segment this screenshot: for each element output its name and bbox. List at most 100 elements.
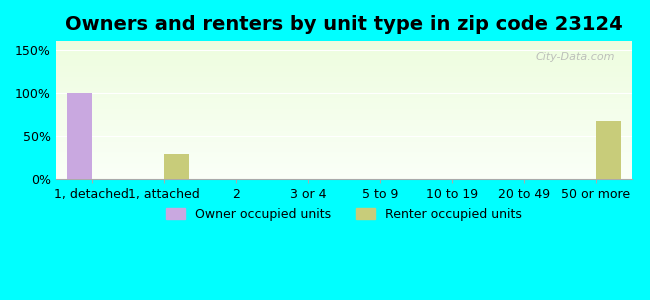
Bar	[56, 56, 632, 58]
Bar	[56, 79, 632, 80]
Bar	[56, 163, 632, 164]
Bar	[56, 103, 632, 105]
Bar	[56, 134, 632, 135]
Text: City-Data.com: City-Data.com	[535, 52, 615, 62]
Bar	[56, 66, 632, 68]
Bar	[56, 74, 632, 76]
Bar	[66, 93, 92, 179]
Bar	[56, 136, 632, 138]
Bar	[56, 62, 632, 63]
Bar	[56, 64, 632, 66]
Bar	[56, 51, 632, 52]
Bar	[56, 99, 632, 101]
Bar	[56, 166, 632, 167]
Bar	[56, 44, 632, 45]
Bar	[56, 141, 632, 142]
Bar	[56, 45, 632, 46]
Bar	[56, 76, 632, 77]
Bar	[56, 94, 632, 95]
Bar	[56, 168, 632, 170]
Bar	[56, 59, 632, 61]
Bar	[56, 167, 632, 168]
Bar	[56, 114, 632, 116]
Bar	[56, 128, 632, 130]
Bar	[56, 88, 632, 89]
Bar	[56, 178, 632, 179]
Bar	[164, 154, 189, 179]
Bar	[56, 69, 632, 70]
Bar	[56, 161, 632, 163]
Bar	[56, 105, 632, 106]
Bar	[56, 107, 632, 109]
Bar	[56, 175, 632, 177]
Bar	[56, 110, 632, 112]
Bar	[56, 125, 632, 127]
Bar	[56, 106, 632, 107]
Bar	[56, 92, 632, 94]
Bar	[56, 48, 632, 50]
Bar	[56, 72, 632, 73]
Bar	[56, 153, 632, 154]
Bar	[56, 82, 632, 84]
Bar	[56, 164, 632, 166]
Bar	[56, 91, 632, 92]
Bar	[56, 63, 632, 64]
Bar	[56, 102, 632, 104]
Bar	[56, 174, 632, 175]
Bar	[56, 100, 632, 102]
Bar	[56, 149, 632, 150]
Bar	[56, 68, 632, 69]
Bar	[56, 156, 632, 157]
Bar	[56, 77, 632, 79]
Bar	[56, 138, 632, 139]
Bar	[56, 109, 632, 110]
Bar	[596, 121, 621, 179]
Bar	[56, 112, 632, 113]
Bar	[56, 152, 632, 153]
Bar	[56, 177, 632, 178]
Bar	[56, 54, 632, 55]
Bar	[56, 122, 632, 123]
Bar	[56, 120, 632, 122]
Bar	[56, 95, 632, 97]
Bar	[56, 84, 632, 86]
Bar	[56, 118, 632, 120]
Bar	[56, 43, 632, 44]
Bar	[56, 139, 632, 141]
Bar	[56, 148, 632, 149]
Bar	[56, 46, 632, 48]
Bar	[56, 117, 632, 119]
Bar	[56, 52, 632, 54]
Bar	[56, 143, 632, 145]
Bar	[56, 81, 632, 83]
Bar	[56, 160, 632, 161]
Bar	[56, 146, 632, 148]
Legend: Owner occupied units, Renter occupied units: Owner occupied units, Renter occupied un…	[161, 203, 526, 226]
Bar	[56, 70, 632, 72]
Bar	[56, 61, 632, 62]
Bar	[56, 73, 632, 74]
Bar	[56, 135, 632, 136]
Bar	[56, 124, 632, 125]
Bar	[56, 154, 632, 156]
Bar	[56, 132, 632, 134]
Bar	[56, 172, 632, 174]
Bar	[56, 50, 632, 51]
Bar	[56, 127, 632, 128]
Bar	[56, 130, 632, 131]
Bar	[56, 150, 632, 152]
Bar	[56, 85, 632, 87]
Bar	[56, 80, 632, 81]
Bar	[56, 58, 632, 59]
Title: Owners and renters by unit type in zip code 23124: Owners and renters by unit type in zip c…	[65, 15, 623, 34]
Bar	[56, 131, 632, 132]
Bar	[56, 159, 632, 160]
Bar	[56, 123, 632, 124]
Bar	[56, 145, 632, 146]
Bar	[56, 170, 632, 171]
Bar	[56, 98, 632, 99]
Bar	[56, 142, 632, 143]
Bar	[56, 55, 632, 56]
Bar	[56, 157, 632, 159]
Bar	[56, 41, 632, 43]
